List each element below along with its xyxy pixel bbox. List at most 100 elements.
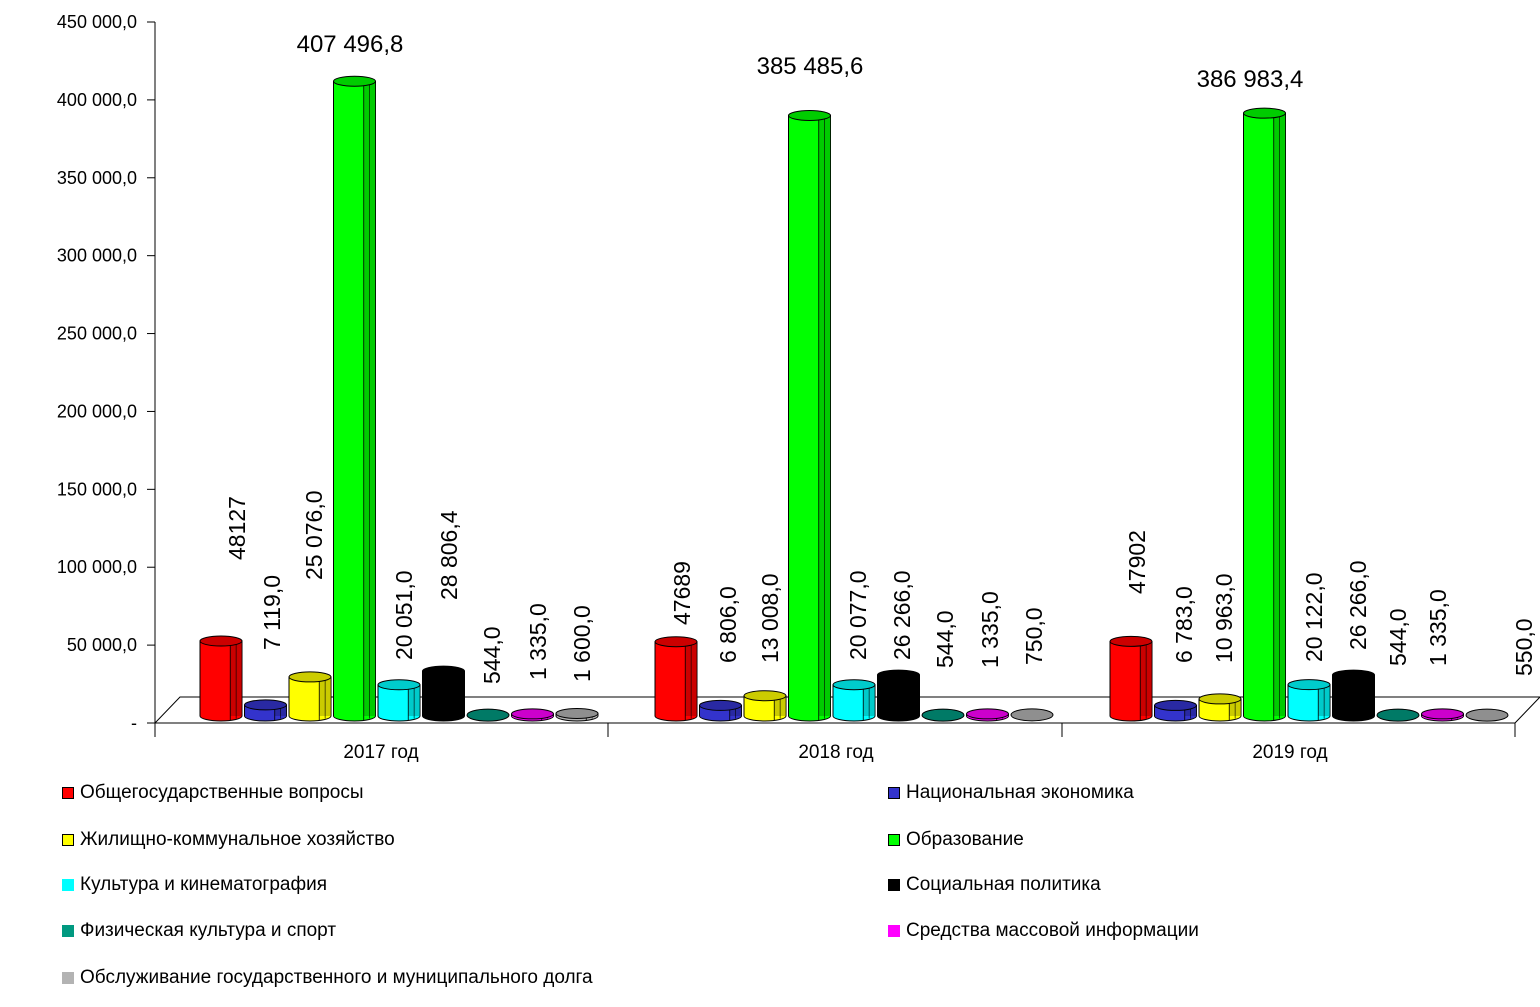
data-label: 386 983,4 xyxy=(1197,66,1304,93)
data-label: 544,0 xyxy=(479,626,505,684)
bar-обслуживание-государственного-и-муниципального-долга xyxy=(555,708,599,722)
bar-body xyxy=(1287,684,1331,722)
bar-top-cap xyxy=(743,690,787,702)
x-category-label: 2017 год xyxy=(343,742,418,763)
bar-физическая-культура-и-спорт xyxy=(921,708,965,722)
x-category-label: 2019 год xyxy=(1252,742,1327,763)
bar-body xyxy=(1243,112,1286,722)
bar-top-cap xyxy=(699,699,742,711)
bar-top-cap xyxy=(832,679,876,691)
data-label: 407 496,8 xyxy=(297,31,404,58)
bar-body xyxy=(1109,640,1153,722)
legend-label: Национальная экономика xyxy=(906,782,1134,803)
x-category-label: 2018 год xyxy=(798,742,873,763)
bar-body xyxy=(877,674,920,722)
bar-жилищно-коммунальное-хозяйство xyxy=(743,690,787,722)
y-tick-label: 150 000,0 xyxy=(57,479,137,499)
bar-body xyxy=(422,670,465,722)
y-tick-label: 100 000,0 xyxy=(57,557,137,577)
data-label: 20 051,0 xyxy=(391,570,417,660)
bar-top-cap xyxy=(788,109,831,121)
bar-национальная-экономика xyxy=(699,699,742,722)
legend-item: Культура и кинематография xyxy=(62,874,327,896)
bar-top-cap xyxy=(1287,679,1331,691)
y-tick-label: 50 000,0 xyxy=(67,635,137,655)
data-label: 26 266,0 xyxy=(889,570,915,660)
bar-body xyxy=(333,80,376,722)
bar-жилищно-коммунальное-хозяйство xyxy=(288,671,332,722)
data-label: 6 783,0 xyxy=(1171,586,1197,663)
legend-label: Средства массовой информации xyxy=(906,920,1199,941)
bar-социальная-политика xyxy=(1332,669,1375,722)
y-tick-label: 250 000,0 xyxy=(57,324,137,344)
bar-top-cap xyxy=(377,679,421,691)
chart-bars xyxy=(199,75,1509,722)
bar-социальная-политика xyxy=(877,669,920,722)
legend-label: Культура и кинематография xyxy=(80,874,328,895)
y-tick-label: 400 000,0 xyxy=(57,90,137,110)
bar-средства-массовой-информации xyxy=(1421,708,1464,722)
bar-top-cap xyxy=(1109,635,1153,647)
bar-body xyxy=(199,640,243,722)
bar-общегосударственные-вопросы xyxy=(654,636,698,722)
bar-top-cap xyxy=(1243,107,1286,119)
data-label: 20 122,0 xyxy=(1301,572,1327,662)
bar-top-cap xyxy=(1154,699,1197,711)
bar-top-cap xyxy=(877,669,920,681)
data-label: 1 335,0 xyxy=(525,603,551,680)
legend-label: Социальная политика xyxy=(906,874,1101,895)
legend-item: Жилищно-коммунальное хозяйство xyxy=(62,829,395,851)
data-label: 544,0 xyxy=(1385,608,1411,666)
data-label: 13 008,0 xyxy=(757,573,783,663)
bar-национальная-экономика xyxy=(244,699,287,722)
legend-swatch xyxy=(888,834,900,846)
bar-body xyxy=(377,684,421,722)
legend-item: Образование xyxy=(888,829,1024,851)
data-label: 28 806,4 xyxy=(436,510,462,600)
bar-top-cap xyxy=(199,635,243,647)
data-label: 20 077,0 xyxy=(845,570,871,660)
chart-axes: - 50 000,0 100 000,0 150 000,0 200 000,0 250 … xyxy=(57,12,1516,763)
bar-социальная-политика xyxy=(422,665,465,722)
legend-label: Образование xyxy=(906,829,1024,850)
bar-top-cap xyxy=(1332,669,1375,681)
legend-label: Общегосударственные вопросы xyxy=(80,782,364,803)
bar-top-cap xyxy=(1010,708,1054,722)
bar-top-cap xyxy=(654,636,698,648)
data-label: 48127 xyxy=(224,496,250,560)
bar-культура-и-кинематография xyxy=(1287,679,1331,722)
data-label: 1 335,0 xyxy=(977,591,1003,668)
bar-культура-и-кинематография xyxy=(832,679,876,722)
bar-top-cap xyxy=(333,75,376,87)
legend-item: Общегосударственные вопросы xyxy=(62,782,363,804)
bar-top-cap xyxy=(921,708,965,722)
y-tick-label: - xyxy=(131,713,137,733)
bar-body xyxy=(788,114,831,722)
bar-top-cap xyxy=(422,665,465,677)
bar-body xyxy=(743,695,787,722)
bar-top-cap xyxy=(1421,708,1464,720)
bar-общегосударственные-вопросы xyxy=(199,635,243,722)
bar-top-cap xyxy=(1198,693,1242,705)
data-label: 1 600,0 xyxy=(569,605,595,682)
bar-национальная-экономика xyxy=(1154,699,1197,722)
bar-образование xyxy=(333,75,376,722)
legend-swatch xyxy=(888,787,900,799)
bar-top-cap xyxy=(966,708,1009,720)
bar-body xyxy=(1198,698,1242,722)
legend-label: Обслуживание государственного и муниципа… xyxy=(80,967,593,988)
legend-swatch xyxy=(888,879,900,891)
bar-физическая-культура-и-спорт xyxy=(466,708,510,722)
legend-label: Физическая культура и спорт xyxy=(80,920,337,941)
data-label: 25 076,0 xyxy=(301,490,327,580)
legend-item: Национальная экономика xyxy=(888,782,1134,804)
data-label: 6 806,0 xyxy=(715,586,741,663)
bar-top-cap xyxy=(1376,708,1420,722)
data-label: 550,0 xyxy=(1511,618,1537,676)
bar-культура-и-кинематография xyxy=(377,679,421,722)
bar-обслуживание-государственного-и-муниципального-долга xyxy=(1010,708,1054,722)
bar-физическая-культура-и-спорт xyxy=(1376,708,1420,722)
legend-label: Жилищно-коммунальное хозяйство xyxy=(80,829,395,850)
